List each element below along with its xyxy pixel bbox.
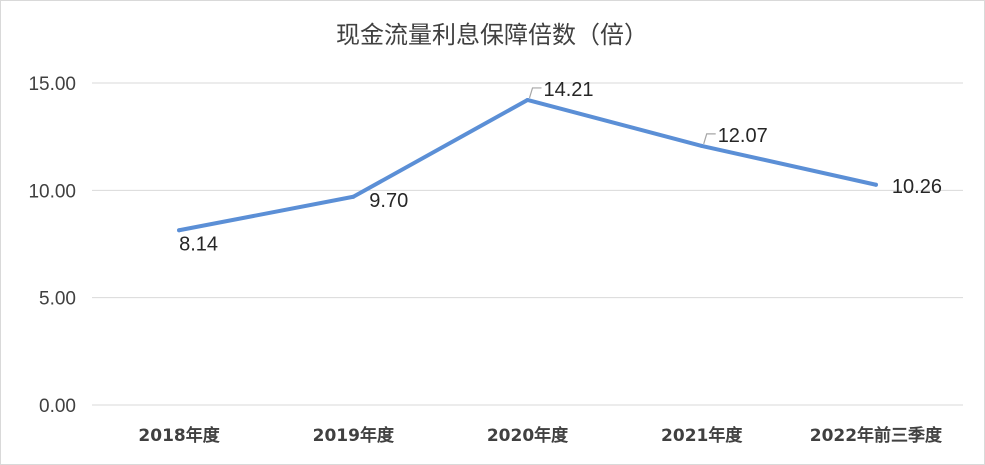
x-tick-label: 2018年度 bbox=[138, 425, 220, 446]
data-point bbox=[351, 194, 356, 199]
data-labels: 8.14 9.70 14.21 12.07 10.26 bbox=[179, 79, 942, 255]
data-label: 10.26 bbox=[892, 176, 942, 198]
series-layer bbox=[177, 97, 878, 233]
x-tick-label: 2020年度 bbox=[487, 425, 569, 446]
y-axis-ticks: 0.00 5.00 10.00 15.00 bbox=[28, 74, 76, 417]
label-leader-line bbox=[528, 87, 542, 99]
gridlines bbox=[92, 82, 963, 406]
y-tick-label: 5.00 bbox=[39, 289, 76, 310]
y-tick-label: 0.00 bbox=[39, 396, 76, 417]
data-point bbox=[699, 143, 704, 148]
data-point bbox=[177, 228, 182, 233]
data-point bbox=[873, 182, 878, 187]
y-tick-label: 10.00 bbox=[28, 181, 76, 202]
y-tick-label: 15.00 bbox=[28, 74, 76, 95]
x-axis-ticks: 2018年度 2019年度 2020年度 2021年度 2022年前三季度 bbox=[138, 425, 943, 446]
data-point bbox=[525, 97, 530, 102]
series-line bbox=[177, 97, 878, 233]
data-label: 8.14 bbox=[179, 233, 218, 255]
data-label: 14.21 bbox=[544, 79, 594, 101]
data-label: 9.70 bbox=[369, 190, 408, 212]
x-tick-label: 2022年前三季度 bbox=[810, 425, 943, 446]
data-label: 12.07 bbox=[718, 125, 768, 147]
label-leader-line bbox=[703, 133, 716, 145]
chart-title: 现金流量利息保障倍数（倍） bbox=[336, 21, 648, 49]
x-tick-label: 2021年度 bbox=[661, 425, 743, 446]
x-tick-label: 2019年度 bbox=[313, 425, 395, 446]
